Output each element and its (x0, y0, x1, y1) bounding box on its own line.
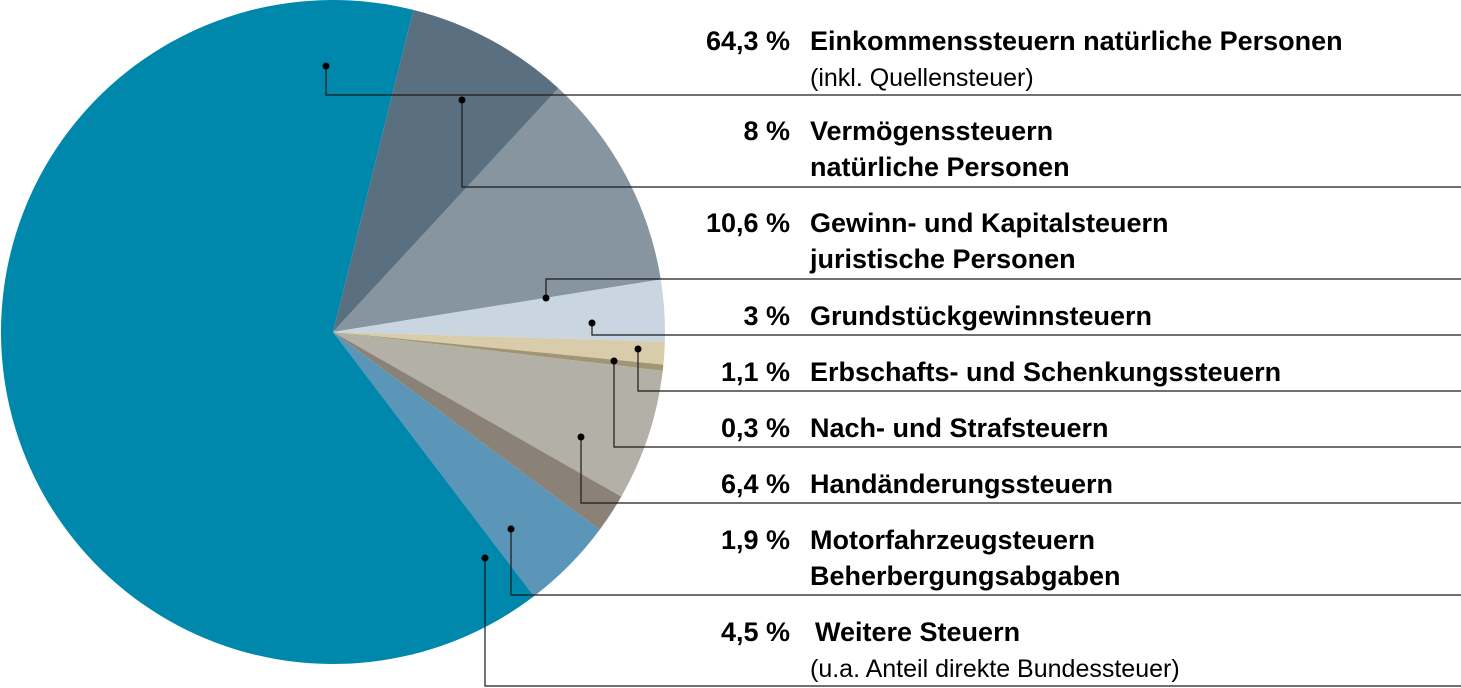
leader-line (580, 437, 1461, 504)
slice-category-label: Motorfahrzeugsteuern (810, 525, 1095, 555)
slice-percent-label: 64,3 % (706, 26, 790, 56)
pie-slice (333, 9, 559, 333)
legend-labels: 64,3 % Einkommenssteuern natürliche Perso… (706, 26, 1343, 683)
slice-category-label: Weitere Steuern (815, 617, 1020, 647)
pie-slice (333, 88, 661, 332)
leader-dot (610, 357, 618, 365)
leader-line (510, 529, 1461, 596)
slice-category-label: Handänderungssteuern (810, 469, 1113, 499)
pie-slice (333, 332, 622, 530)
leader-dot (542, 294, 550, 302)
pie-slice (333, 332, 600, 597)
slice-category-label: Einkommenssteuern natürliche Personen (810, 26, 1343, 56)
leader-line (461, 100, 1461, 188)
pie-slice (333, 332, 663, 497)
slice-percent-label: 1,1 % (721, 357, 790, 387)
leader-dot (507, 525, 515, 533)
slice-category-label: Beherbergungsabgaben (810, 561, 1121, 591)
leader-dot (322, 62, 330, 70)
leader-line (545, 278, 1461, 298)
slice-category-label: Nach- und Strafsteuern (810, 413, 1109, 443)
slice-percent-label: 4,5 % (721, 617, 790, 647)
slice-sub-label: (inkl. Quellensteuer) (810, 64, 1034, 92)
slice-category-label: Gewinn- und Kapitalsteuern (810, 208, 1169, 238)
pie-slice (333, 332, 664, 371)
slice-category-label: Vermögenssteuern (810, 116, 1053, 146)
pie-slices (1, 0, 666, 664)
pie-slice (333, 279, 666, 342)
leader-line (613, 361, 1461, 448)
slice-category-label: juristische Personen (809, 244, 1076, 274)
leader-dot (577, 433, 585, 441)
slice-category-label: natürliche Personen (810, 152, 1070, 182)
slice-category-label: Erbschafts- und Schenkungssteuern (810, 357, 1281, 387)
leader-line (591, 323, 1461, 336)
leader-dot (481, 554, 489, 562)
slice-percent-label: 0,3 % (721, 413, 790, 443)
slice-sub-label: (u.a. Anteil direkte Bundessteuer) (810, 655, 1180, 683)
slice-percent-label: 3 % (743, 301, 790, 331)
leader-line (637, 349, 1461, 392)
leader-dot (588, 319, 596, 327)
pie-slice (333, 332, 665, 365)
leader-line (484, 558, 1461, 687)
slice-category-label: Grundstückgewinnsteuern (810, 301, 1152, 331)
leader-line (325, 66, 1461, 96)
leader-dot (458, 96, 466, 104)
pie-slice (1, 0, 534, 664)
leader-dot (634, 345, 642, 353)
slice-percent-label: 1,9 % (721, 525, 790, 555)
slice-percent-label: 10,6 % (706, 208, 790, 238)
slice-percent-label: 8 % (743, 116, 790, 146)
leader-lines (322, 62, 1461, 687)
slice-percent-label: 6,4 % (721, 469, 790, 499)
